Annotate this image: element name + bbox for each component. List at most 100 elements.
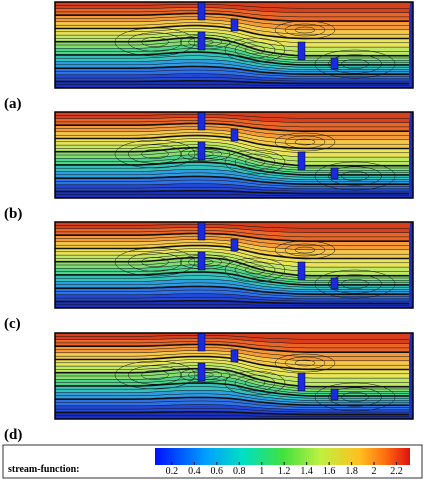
- streamline: [55, 12, 409, 23]
- flow-panel: [54, 1, 414, 89]
- streamline: [55, 34, 409, 52]
- obstacle: [297, 372, 306, 392]
- streamline: [55, 59, 409, 70]
- flow-band: [55, 31, 409, 56]
- streamline: [55, 158, 409, 173]
- vortex: [274, 240, 336, 260]
- vortex: [314, 161, 396, 191]
- vortex: [234, 261, 276, 279]
- vortex: [234, 153, 276, 171]
- obstacle: [197, 362, 206, 382]
- streamline: [55, 264, 409, 281]
- streamline: [55, 122, 409, 133]
- vortex: [224, 370, 286, 396]
- vortex: [274, 20, 336, 40]
- streamline: [55, 7, 409, 13]
- colorbar-tick-label: 1: [259, 466, 264, 477]
- streamline: [55, 282, 409, 293]
- streamline: [55, 186, 409, 192]
- streamline: [55, 44, 409, 61]
- streamline: [55, 169, 409, 180]
- streamline: [55, 289, 409, 297]
- streamline: [55, 154, 409, 171]
- streamline: [55, 10, 409, 18]
- streamline: [55, 144, 409, 162]
- colorbar-tick-label: 1.2: [278, 466, 291, 477]
- streamline: [55, 341, 409, 349]
- colorbar-tick-label: 0.6: [211, 466, 224, 477]
- colorbar-gradient: [155, 448, 410, 465]
- streamline: [55, 271, 409, 286]
- streamline: [55, 84, 409, 86]
- streamline: [55, 407, 409, 413]
- streamline: [55, 73, 409, 80]
- streamline: [55, 251, 409, 268]
- streamline: [55, 230, 409, 238]
- streamline: [55, 254, 409, 272]
- vortex: [341, 392, 369, 402]
- vortex: [128, 365, 182, 385]
- obstacle: [330, 388, 339, 401]
- streamline: [55, 285, 409, 295]
- streamline: [55, 117, 409, 123]
- flow-band: [55, 25, 409, 48]
- streamline: [55, 55, 409, 68]
- vortex: [128, 144, 182, 164]
- streamline: [55, 165, 409, 178]
- flow-band: [55, 362, 409, 387]
- vortex: [294, 138, 316, 146]
- streamline: [55, 126, 409, 136]
- flow-band: [55, 257, 409, 281]
- flow-band: [55, 375, 409, 396]
- flow-band: [55, 286, 409, 299]
- flow-band: [55, 112, 411, 123]
- flow-field: [55, 333, 413, 419]
- panel-frame: [54, 221, 414, 309]
- flow-band: [55, 333, 411, 344]
- flow-panel: [54, 332, 414, 420]
- vortex: [314, 49, 396, 79]
- obstacle: [197, 333, 206, 352]
- streamline: [55, 48, 409, 63]
- flow-field: [55, 222, 413, 308]
- streamline: [55, 382, 409, 397]
- obstacle: [197, 141, 206, 161]
- flow-band: [55, 397, 409, 410]
- flow-band: [55, 390, 409, 406]
- obstacle: [297, 41, 306, 61]
- streamline: [55, 146, 409, 167]
- streamline: [55, 236, 409, 246]
- panel-label: (b): [4, 206, 22, 222]
- streamline: [55, 279, 409, 290]
- obstacle: [197, 112, 206, 131]
- vortex: [314, 269, 396, 299]
- flow-band: [55, 251, 409, 276]
- streamline: [55, 335, 409, 340]
- obstacle: [297, 151, 306, 171]
- streamline: [55, 190, 409, 195]
- flow-band: [55, 169, 409, 185]
- vortex: [341, 59, 369, 69]
- streamline: [55, 65, 409, 75]
- streamline: [55, 396, 409, 406]
- streamline: [55, 232, 409, 243]
- vortex: [294, 359, 316, 367]
- streamline: [55, 304, 409, 306]
- flow-band: [55, 279, 409, 295]
- vortex: [284, 23, 326, 37]
- streamline: [55, 415, 409, 417]
- colorbar-tick-label: 1.8: [345, 466, 358, 477]
- vortex: [224, 37, 286, 63]
- vortex: [328, 166, 382, 186]
- streamline: [55, 175, 409, 185]
- obstacle: [230, 128, 239, 142]
- streamline: [55, 365, 409, 383]
- flow-band: [55, 80, 409, 88]
- vortex: [328, 274, 382, 294]
- streamline: [55, 161, 409, 176]
- streamline: [55, 404, 409, 411]
- flow-band: [55, 2, 411, 13]
- flow-band: [55, 176, 409, 189]
- vortex: [141, 149, 169, 159]
- colorbar-frame: [2, 444, 423, 479]
